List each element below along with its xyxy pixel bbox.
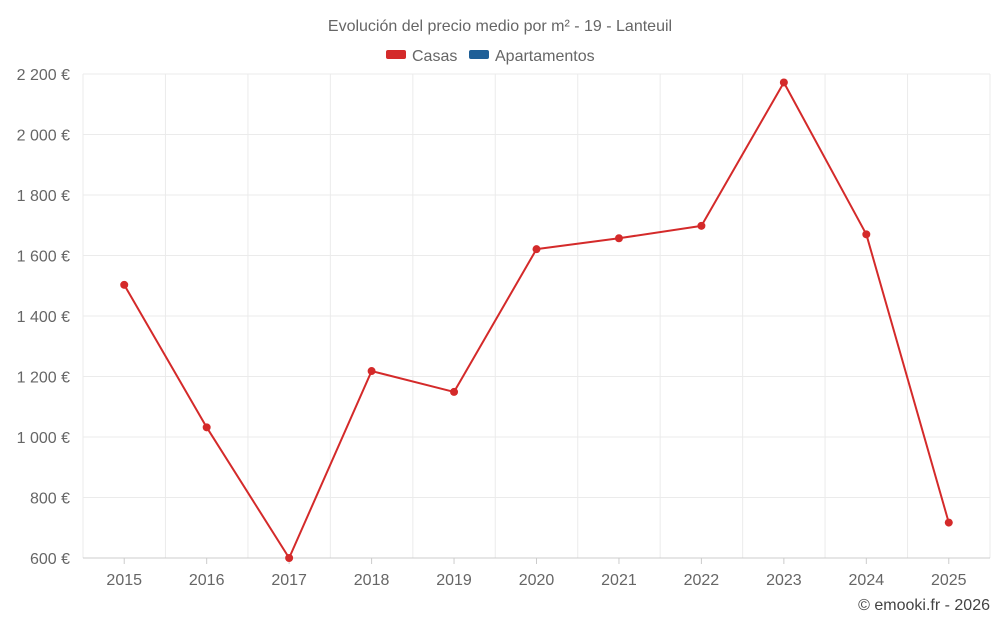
y-tick-label: 1 000 € — [17, 430, 70, 447]
legend-swatch-casas — [386, 50, 406, 59]
legend-item-apartamentos[interactable]: Apartamentos — [469, 48, 595, 65]
chart-title: Evolución del precio medio por m² - 19 -… — [328, 18, 672, 35]
x-tick-label: 2016 — [189, 572, 225, 589]
x-axis-ticks: 2015 2016 2017 2018 2019 2020 2021 2022 2023 2024… — [106, 558, 967, 589]
grid — [82, 73, 991, 558]
data-point-casas-2025[interactable] — [944, 518, 953, 527]
data-point-casas-2020[interactable] — [532, 245, 541, 254]
data-point-casas-2021[interactable] — [614, 234, 623, 243]
y-axis-ticks: 600 € 800 € 1 000 € 1 200 € 1 400 € 1 600 € 1 … — [17, 67, 70, 568]
legend: Casas Apartamentos — [386, 48, 595, 65]
legend-label-apartamentos: Apartamentos — [495, 48, 595, 65]
y-tick-label: 2 000 € — [17, 128, 70, 145]
x-tick-label: 2015 — [106, 572, 142, 589]
x-tick-label: 2020 — [519, 572, 555, 589]
x-tick-label: 2024 — [849, 572, 885, 589]
y-tick-label: 600 € — [30, 551, 70, 568]
data-point-casas-2024[interactable] — [862, 230, 871, 239]
legend-swatch-apartamentos — [469, 50, 489, 59]
y-tick-label: 800 € — [30, 491, 70, 508]
data-point-casas-2023[interactable] — [779, 78, 788, 87]
x-tick-label: 2021 — [601, 572, 637, 589]
x-tick-label: 2025 — [931, 572, 967, 589]
x-tick-label: 2018 — [354, 572, 390, 589]
y-tick-label: 1 400 € — [17, 309, 70, 326]
data-point-casas-2015[interactable] — [120, 280, 129, 289]
legend-item-casas[interactable]: Casas — [386, 48, 457, 65]
y-tick-label: 1 800 € — [17, 188, 70, 205]
y-tick-label: 1 200 € — [17, 370, 70, 387]
data-point-casas-2016[interactable] — [202, 423, 211, 432]
credit-text: © emooki.fr - 2026 — [858, 597, 990, 614]
x-tick-label: 2022 — [684, 572, 720, 589]
data-point-casas-2019[interactable] — [450, 387, 459, 396]
data-point-casas-2018[interactable] — [367, 367, 376, 376]
data-point-casas-2017[interactable] — [285, 554, 294, 562]
y-tick-label: 2 200 € — [17, 67, 70, 84]
x-tick-label: 2019 — [436, 572, 472, 589]
series — [120, 78, 953, 562]
data-point-casas-2022[interactable] — [697, 221, 706, 230]
legend-label-casas: Casas — [412, 48, 457, 65]
x-tick-label: 2023 — [766, 572, 802, 589]
x-tick-label: 2017 — [271, 572, 307, 589]
y-tick-label: 1 600 € — [17, 249, 70, 266]
